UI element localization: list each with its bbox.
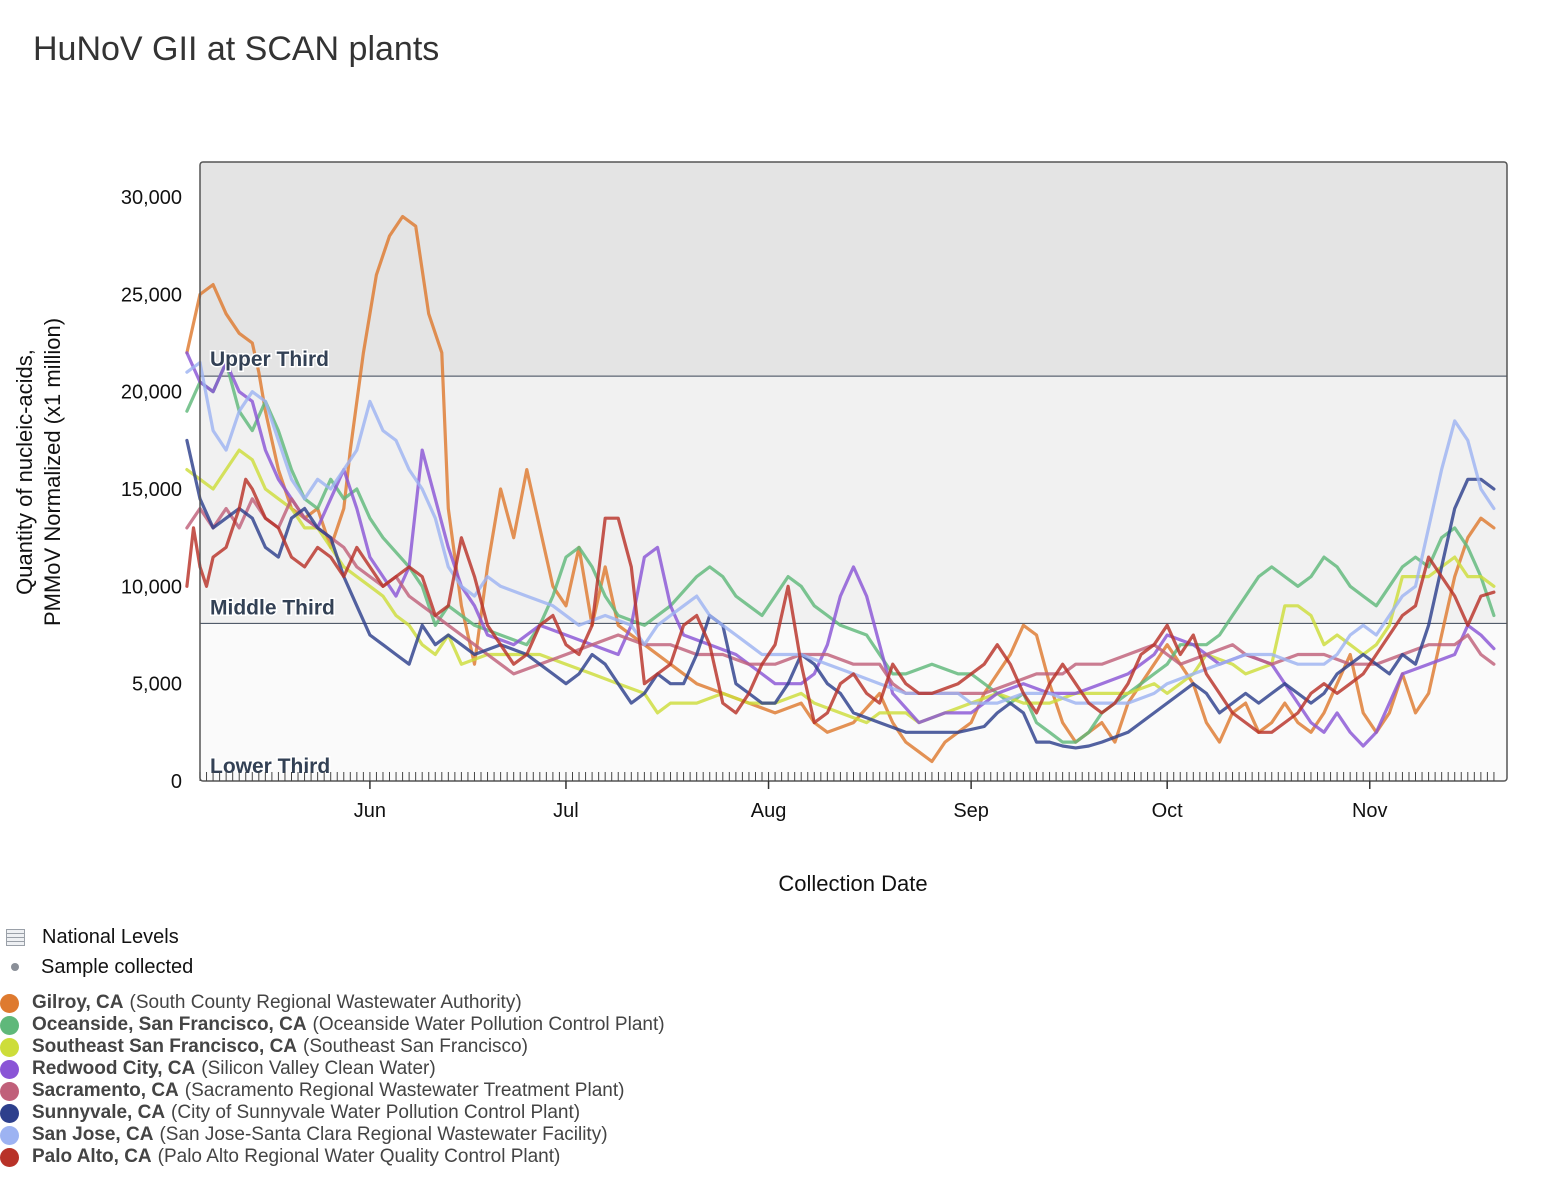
legend-series-facility: (San Jose-Santa Clara Regional Wastewate… <box>159 1124 608 1145</box>
legend-series-facility: (South County Regional Wastewater Author… <box>129 992 522 1013</box>
y-tick-label: 10,000 <box>121 576 182 598</box>
y-tick-label: 0 <box>171 771 182 793</box>
series-color-dot-icon <box>0 1125 19 1145</box>
legend-markers: National Levels Sample collected <box>6 922 193 982</box>
legend-series-list: Gilroy, CA (South County Regional Wastewa… <box>0 992 665 1168</box>
legend-series-name: Sacramento, CA <box>32 1080 179 1101</box>
x-tick-label-jul: Jul <box>553 800 579 822</box>
legend-national-levels-label: National Levels <box>42 925 179 948</box>
x-tick-label-jun: Jun <box>354 800 386 822</box>
legend-series-facility: (Palo Alto Regional Water Quality Contro… <box>157 1146 561 1167</box>
gridlines <box>200 375 1507 624</box>
legend-series-name: Southeast San Francisco, CA <box>32 1036 298 1057</box>
band-label-0: Upper Third <box>210 348 329 371</box>
legend-national-levels[interactable]: National Levels <box>6 922 193 952</box>
band-label-1: Middle Third <box>210 596 335 619</box>
y-tick-label: 5,000 <box>132 674 182 696</box>
legend-series-item[interactable]: Redwood City, CA (Silicon Valley Clean Wa… <box>0 1058 665 1080</box>
y-axis: 0 5,000 10,000 15,000 20,000 25,000 30,000 <box>121 187 182 793</box>
legend-series-item[interactable]: San Jose, CA (San Jose-Santa Clara Region… <box>0 1124 665 1146</box>
series-color-dot-icon <box>0 1015 19 1035</box>
series-color-dot-icon <box>0 1037 19 1057</box>
legend-series-name: Oceanside, San Francisco, CA <box>32 1014 307 1035</box>
series-lines[interactable] <box>185 214 1496 764</box>
legend-series-name: Palo Alto, CA <box>32 1146 152 1167</box>
series-color-dot-icon <box>0 1103 19 1123</box>
x-tick-label-oct: Oct <box>1152 800 1184 822</box>
y-tick-label: 30,000 <box>121 187 182 209</box>
legend-series-item[interactable]: Palo Alto, CA (Palo Alto Regional Water Q… <box>0 1146 665 1168</box>
legend-series-facility: (City of Sunnyvale Water Pollution Contr… <box>171 1102 581 1123</box>
legend-series-name: Redwood City, CA <box>32 1058 196 1079</box>
series-line-2[interactable] <box>185 448 1496 725</box>
x-axis: Jun Jul Aug Sep Oct Nov <box>199 772 1495 822</box>
legend-series-item[interactable]: Oceanside, San Francisco, CA (Oceanside W… <box>0 1014 665 1036</box>
band-0 <box>200 162 1507 377</box>
series-line-5[interactable] <box>185 438 1496 750</box>
legend-series-item[interactable]: Gilroy, CA (South County Regional Wastewa… <box>0 992 665 1014</box>
legend-series-name: San Jose, CA <box>32 1124 154 1145</box>
band-2 <box>200 623 1507 781</box>
x-tick-label-sep: Sep <box>953 800 989 822</box>
x-tick-label-aug: Aug <box>751 800 787 822</box>
series-line-3[interactable] <box>185 351 1496 748</box>
legend-series-item[interactable]: Sacramento, CA (Sacramento Regional Waste… <box>0 1080 665 1102</box>
chart-title: HuNoV GII at SCAN plants <box>33 30 440 68</box>
series-line-0[interactable] <box>185 214 1496 764</box>
legend-series-name: Gilroy, CA <box>32 992 124 1013</box>
sample-dot-icon <box>11 963 19 971</box>
legend-series-item[interactable]: Sunnyvale, CA (City of Sunnyvale Water Po… <box>0 1102 665 1124</box>
series-color-dot-icon <box>0 1081 19 1101</box>
striped-bands-icon <box>6 928 25 946</box>
legend-sample-collected-label: Sample collected <box>41 955 194 978</box>
y-tick-label: 20,000 <box>121 382 182 404</box>
threshold-bands <box>200 162 1507 781</box>
x-axis-title: Collection Date <box>778 871 927 896</box>
series-color-dot-icon <box>0 993 19 1013</box>
x-tick-label-nov: Nov <box>1352 800 1388 822</box>
legend-series-facility: (Southeast San Francisco) <box>303 1036 528 1057</box>
band-labels: Upper Third Middle Third Lower Third <box>209 347 337 780</box>
series-line-7[interactable] <box>185 477 1496 734</box>
band-1 <box>200 376 1507 624</box>
legend-series-name: Sunnyvale, CA <box>32 1102 166 1123</box>
legend-series-facility: (Oceanside Water Pollution Control Plant… <box>312 1014 665 1035</box>
legend-series-facility: (Sacramento Regional Wastewater Treatmen… <box>184 1080 625 1101</box>
series-color-dot-icon <box>0 1059 19 1079</box>
series-line-6[interactable] <box>185 360 1496 705</box>
legend-sample-collected[interactable]: Sample collected <box>6 952 193 982</box>
y-axis-title-line2: PMMoV Normalized (x1 million) <box>40 318 65 626</box>
legend-series-item[interactable]: Southeast San Francisco, CA (Southeast Sa… <box>0 1036 665 1058</box>
y-tick-label: 25,000 <box>121 284 182 306</box>
band-label-2: Lower Third <box>210 755 330 778</box>
y-axis-title-line1: Quantity of nucleic-acids, <box>12 349 37 595</box>
series-line-1[interactable] <box>185 360 1496 744</box>
y-tick-label: 15,000 <box>121 479 182 501</box>
series-color-dot-icon <box>0 1147 19 1167</box>
legend-series-facility: (Silicon Valley Clean Water) <box>201 1058 436 1079</box>
